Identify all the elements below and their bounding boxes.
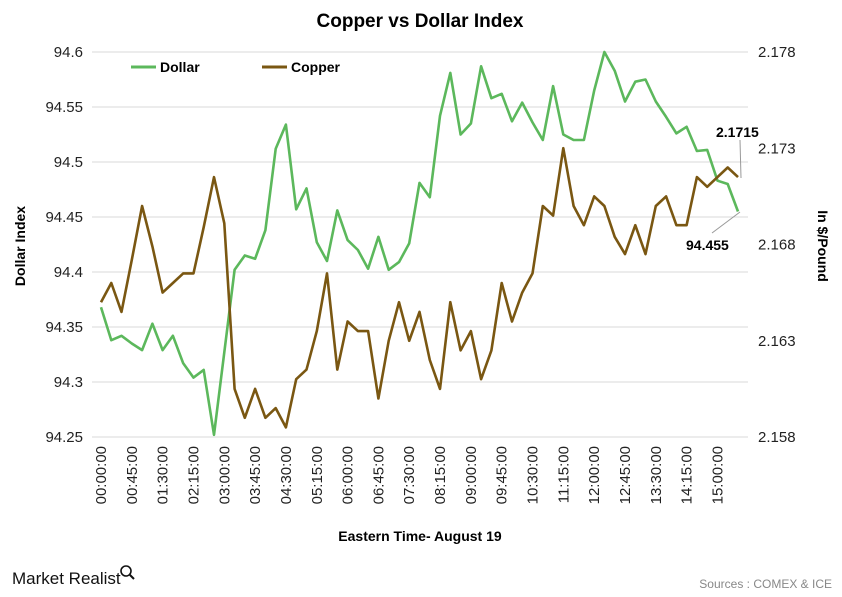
y-tick-left-label: 94.45 xyxy=(45,209,83,226)
y-tick-left-label: 94.5 xyxy=(54,154,83,171)
x-tick-label: 11:15:00 xyxy=(555,446,572,503)
x-tick-label: 13:30:00 xyxy=(648,446,665,504)
y-ticks-left: 94.25 94.3 94.35 94.4 94.45 94.5 94.55 94.6 xyxy=(45,44,83,446)
y-tick-right-label: 2.173 xyxy=(758,140,796,157)
x-tick-label: 09:45:00 xyxy=(494,446,511,504)
y-axis-right-title: In $/Pound xyxy=(815,210,831,282)
magnifier-icon xyxy=(120,565,135,580)
legend: Dollar Copper xyxy=(131,59,341,75)
x-tick-label: 00:00:00 xyxy=(93,446,110,504)
copper-annotation-leader xyxy=(739,139,742,179)
gridlines xyxy=(92,51,748,438)
x-tick-label: 12:45:00 xyxy=(617,446,634,504)
x-tick-label: 12:00:00 xyxy=(586,446,603,504)
x-tick-label: 05:15:00 xyxy=(309,446,326,504)
y-tick-left-label: 94.55 xyxy=(45,99,83,116)
y-tick-right-label: 2.168 xyxy=(758,237,796,254)
legend-dollar-label: Dollar xyxy=(160,59,200,75)
y-tick-left-label: 94.25 xyxy=(45,429,83,446)
y-tick-left-label: 94.3 xyxy=(54,374,83,391)
x-tick-label: 08:15:00 xyxy=(432,446,449,504)
dollar-last-annotation: 94.455 xyxy=(686,237,729,253)
x-tick-label: 14:15:00 xyxy=(679,446,696,504)
y-tick-right-label: 2.163 xyxy=(758,333,796,350)
x-tick-label: 09:00:00 xyxy=(463,446,480,504)
x-ticks: 00:00:00 00:45:00 01:30:00 02:15:00 03:00:00… xyxy=(93,446,726,504)
x-tick-label: 15:00:00 xyxy=(709,446,726,504)
x-tick-label: 01:30:00 xyxy=(155,446,172,504)
y-tick-left-label: 94.35 xyxy=(45,319,83,336)
series-lines xyxy=(99,50,740,437)
x-tick-label: 07:30:00 xyxy=(401,446,418,504)
x-tick-label: 04:30:00 xyxy=(278,446,295,504)
brand-logo: Market Realist xyxy=(12,569,121,588)
x-tick-label: 03:00:00 xyxy=(216,446,233,504)
y-tick-right-label: 2.158 xyxy=(758,429,796,446)
y-tick-left-label: 94.4 xyxy=(54,264,83,281)
x-tick-label: 03:45:00 xyxy=(247,446,264,504)
source-note: Sources : COMEX & ICE xyxy=(699,577,832,591)
y-tick-left-label: 94.6 xyxy=(54,44,83,61)
x-tick-label: 02:15:00 xyxy=(185,446,202,504)
y-axis-left-title: Dollar Index xyxy=(12,206,28,286)
dollar-annotation-leader xyxy=(711,211,741,234)
x-tick-label: 10:30:00 xyxy=(525,446,542,504)
x-axis-title: Eastern Time- August 19 xyxy=(338,528,502,544)
x-tick-label: 00:45:00 xyxy=(124,446,141,504)
chart-title: Copper vs Dollar Index xyxy=(317,11,524,32)
x-tick-label: 06:00:00 xyxy=(340,446,357,504)
y-tick-right-label: 2.178 xyxy=(758,44,796,61)
x-tick-label: 06:45:00 xyxy=(370,446,387,504)
copper-last-annotation: 2.1715 xyxy=(716,124,759,140)
legend-copper-label: Copper xyxy=(291,59,341,75)
y-ticks-right: 2.158 2.163 2.168 2.173 2.178 xyxy=(758,44,796,446)
